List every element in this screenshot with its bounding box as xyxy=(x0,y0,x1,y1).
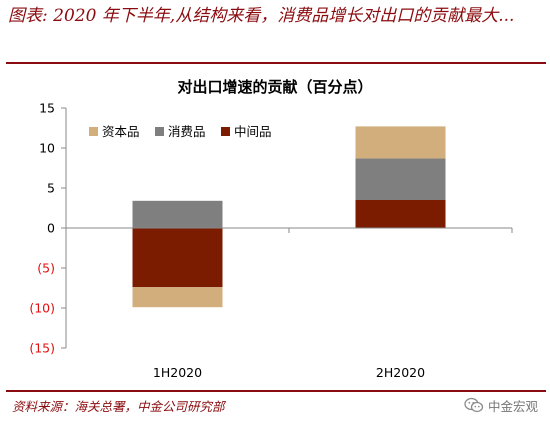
legend-label-2: 消费品 xyxy=(168,124,206,139)
legend-label-1: 资本品 xyxy=(102,124,140,139)
wechat-icon xyxy=(464,397,484,413)
source-note: 资料来源：海关总署，中金公司研究部 xyxy=(12,399,225,414)
bar-1H2020-series-3 xyxy=(132,228,223,288)
bar-1H2020-series-2 xyxy=(132,200,223,228)
chart-title: 对出口增速的贡献（百分点） xyxy=(177,78,372,96)
brand-name: 中金宏观 xyxy=(487,398,538,414)
y-tick-label: 15 xyxy=(39,101,55,116)
heading-divider xyxy=(6,62,546,64)
y-tick-label: 10 xyxy=(39,141,55,156)
y-tick-label: (5) xyxy=(37,261,55,276)
y-tick-label: 0 xyxy=(47,221,55,236)
figure-heading: 图表: 2020 年下半年,从结构来看，消费品增长对出口的贡献最大... xyxy=(8,6,515,26)
bar-2H2020-series-2 xyxy=(355,158,446,200)
x-tick-label: 2H2020 xyxy=(376,365,425,380)
legend-label-3: 中间品 xyxy=(234,124,272,139)
legend-swatch-2 xyxy=(155,127,164,136)
y-tick-label: (10) xyxy=(29,301,55,316)
legend: 资本品 消费品 中间品 xyxy=(89,124,272,139)
y-tick-label: (15) xyxy=(29,341,55,356)
footer-divider xyxy=(6,390,546,392)
chart: 对出口增速的贡献（百分点） (15) (10) (5) 0 5 10 15 1H2020 2H… xyxy=(29,78,513,380)
brand-logo: 中金宏观 xyxy=(464,395,538,415)
legend-swatch-3 xyxy=(221,127,230,136)
y-tick-label: 5 xyxy=(47,181,55,196)
bar-2H2020-series-1 xyxy=(355,126,446,159)
bar-2H2020-series-3 xyxy=(355,200,446,228)
legend-swatch-1 xyxy=(89,127,98,136)
x-tick-label: 1H2020 xyxy=(153,365,202,380)
bar-1H2020-series-1 xyxy=(132,287,223,308)
